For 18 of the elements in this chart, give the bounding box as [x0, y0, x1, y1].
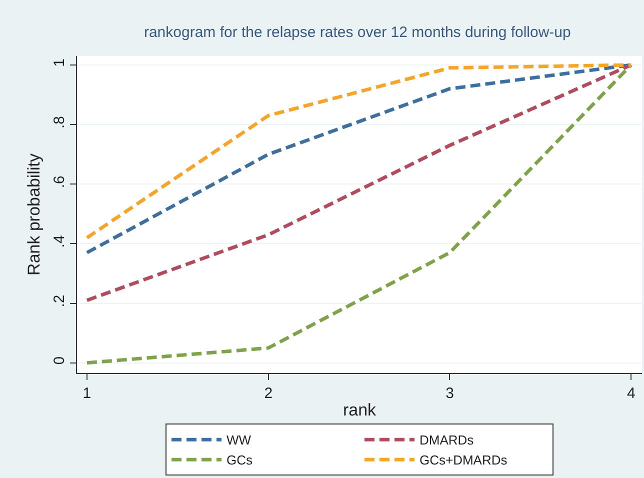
x-tick-label: 1	[82, 385, 92, 402]
x-axis-title: rank	[342, 400, 377, 420]
legend-label: WW	[226, 432, 252, 448]
legend-label: GCs	[226, 452, 253, 468]
y-tick-label: .2	[51, 294, 68, 308]
y-tick-label: .4	[51, 235, 68, 248]
y-tick-label: 0	[51, 356, 68, 365]
chart-title: rankogram for the relapse rates over 12 months during follow-up	[144, 24, 571, 41]
legend-label: GCs+DMARDs	[420, 452, 508, 468]
line-series	[85, 63, 633, 365]
y-tick-label: .6	[51, 176, 68, 188]
y-axis-title: Rank probability	[24, 153, 44, 276]
x-tick-label: 4	[626, 385, 636, 402]
x-tick-label: 3	[446, 385, 454, 402]
y-tick-label: .8	[51, 116, 68, 129]
y-tick-label: 1	[51, 58, 68, 67]
legend-label: DMARDs	[420, 432, 474, 448]
x-tick-label: 2	[264, 385, 273, 402]
